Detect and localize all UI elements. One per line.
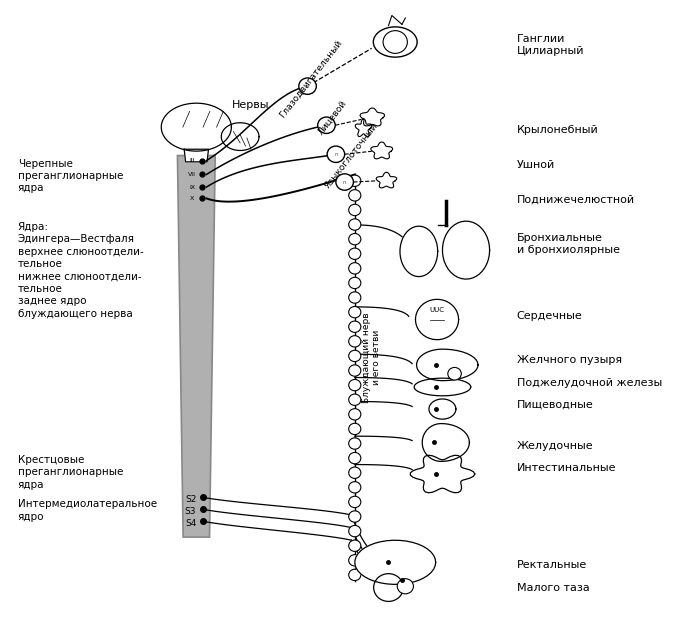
Polygon shape: [429, 399, 456, 419]
Polygon shape: [161, 103, 232, 151]
Circle shape: [448, 367, 461, 380]
Circle shape: [349, 555, 361, 566]
Polygon shape: [221, 123, 259, 150]
Polygon shape: [360, 108, 385, 126]
Text: n: n: [343, 180, 346, 185]
Text: n: n: [325, 123, 328, 128]
Text: Крылонебный: Крылонебный: [517, 125, 598, 135]
Text: S2: S2: [185, 495, 196, 504]
Circle shape: [349, 233, 361, 245]
Circle shape: [349, 497, 361, 507]
Polygon shape: [184, 150, 209, 162]
Circle shape: [349, 394, 361, 405]
Circle shape: [318, 117, 335, 134]
Circle shape: [349, 525, 361, 537]
Circle shape: [349, 569, 361, 581]
Text: Лицевой: Лицевой: [316, 98, 349, 137]
Circle shape: [349, 409, 361, 420]
Polygon shape: [371, 142, 392, 159]
Circle shape: [349, 350, 361, 362]
Circle shape: [349, 263, 361, 274]
Polygon shape: [422, 424, 469, 461]
Circle shape: [373, 574, 403, 601]
Text: Ядра:
Эдингера—Вестфаля
верхнее слюноотдели-
тельное
нижнее слюноотдели-
тельное: Ядра: Эдингера—Вестфаля верхнее слюноотд…: [17, 222, 143, 319]
Text: n: n: [334, 152, 338, 157]
Polygon shape: [417, 349, 478, 381]
Circle shape: [349, 277, 361, 289]
Text: Блуждающий нерв
и его ветви: Блуждающий нерв и его ветви: [362, 312, 381, 403]
Circle shape: [349, 438, 361, 449]
Circle shape: [349, 423, 361, 435]
Circle shape: [349, 204, 361, 215]
Circle shape: [349, 365, 361, 376]
Circle shape: [349, 482, 361, 493]
Polygon shape: [355, 540, 436, 584]
Text: Крестцовые
преганглионарные
ядра: Крестцовые преганглионарные ядра: [17, 455, 123, 490]
Ellipse shape: [373, 27, 417, 57]
Polygon shape: [443, 221, 489, 279]
Text: Ушной: Ушной: [517, 160, 555, 170]
Circle shape: [349, 321, 361, 332]
Circle shape: [349, 292, 361, 304]
Circle shape: [349, 380, 361, 391]
Polygon shape: [414, 378, 470, 396]
Text: Интестинальные: Интестинальные: [517, 463, 616, 473]
Text: III: III: [189, 158, 195, 163]
Text: Нервы: Нервы: [232, 100, 269, 110]
Circle shape: [397, 579, 413, 594]
Text: n: n: [306, 84, 309, 89]
Circle shape: [349, 511, 361, 522]
Circle shape: [349, 467, 361, 479]
Text: S3: S3: [185, 507, 196, 516]
Circle shape: [349, 175, 361, 187]
Text: S4: S4: [185, 519, 196, 528]
Polygon shape: [177, 155, 215, 537]
Polygon shape: [410, 455, 475, 493]
Text: Малого таза: Малого таза: [517, 583, 589, 592]
Circle shape: [349, 335, 361, 347]
Circle shape: [327, 146, 345, 162]
Text: Желудочные: Желудочные: [517, 441, 593, 450]
Text: Ректальные: Ректальные: [517, 560, 587, 571]
Circle shape: [349, 219, 361, 230]
Polygon shape: [415, 299, 459, 340]
Text: Ганглии
Цилиарный: Ганглии Цилиарный: [517, 35, 584, 56]
Text: Поджелудочной железы: Поджелудочной железы: [517, 378, 662, 388]
Circle shape: [383, 31, 408, 54]
Polygon shape: [376, 173, 396, 188]
Text: UUC: UUC: [429, 307, 445, 313]
Circle shape: [336, 174, 353, 190]
Text: Языкоглоточный: Языкоглоточный: [323, 121, 380, 190]
Circle shape: [349, 540, 361, 551]
Circle shape: [349, 452, 361, 464]
Text: Бронхиальные
и бронхиолярные: Бронхиальные и бронхиолярные: [517, 233, 620, 254]
Text: Черепные
преганглионарные
ядра: Черепные преганглионарные ядра: [17, 158, 123, 194]
Text: Поднижечелюстной: Поднижечелюстной: [517, 195, 634, 204]
Text: X: X: [190, 196, 195, 201]
Text: IX: IX: [189, 185, 195, 190]
Text: Сердечные: Сердечные: [517, 311, 582, 321]
Polygon shape: [400, 226, 438, 277]
Text: Глазодвигательный: Глазодвигательный: [278, 38, 344, 119]
Text: Пищеводные: Пищеводные: [517, 399, 593, 410]
Circle shape: [299, 78, 316, 95]
Circle shape: [349, 248, 361, 259]
Text: VII: VII: [188, 172, 196, 177]
Text: Интермедиолатеральное
ядро: Интермедиолатеральное ядро: [17, 499, 157, 521]
Circle shape: [349, 190, 361, 201]
Circle shape: [349, 307, 361, 318]
Polygon shape: [355, 119, 372, 137]
Text: Желчного пузыря: Желчного пузыря: [517, 355, 622, 366]
